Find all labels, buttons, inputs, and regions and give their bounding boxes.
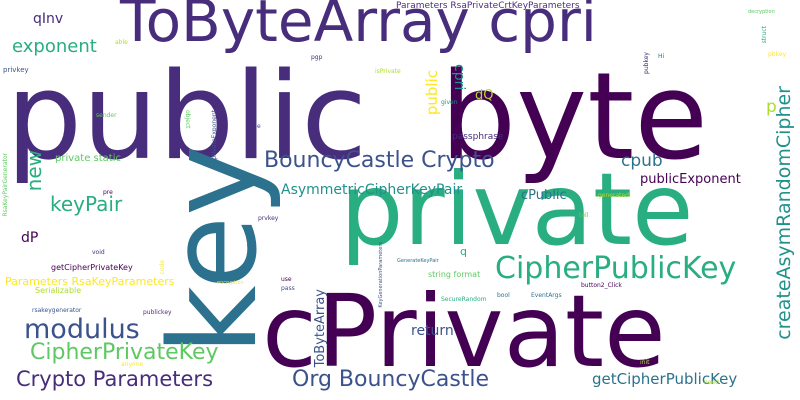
- word-bool: bool: [497, 292, 510, 299]
- word-qinv: qInv: [33, 11, 64, 27]
- word-keygenerationparameters: KeyGenerationParameters: [378, 242, 384, 308]
- word-isprivate: isPrivate: [375, 68, 401, 75]
- word-encryption: encryption: [217, 280, 244, 286]
- word-getcipherprivatekey: getCipherPrivateKey: [51, 263, 133, 272]
- word-dp: dP: [21, 230, 39, 246]
- word-cpub: cpub: [621, 151, 663, 171]
- word-rsakeygenerator: rsakeygenerator: [32, 307, 82, 314]
- word-void: void: [92, 249, 105, 256]
- word-rsakeypairgenerator: RsaKeyPairGenerator: [2, 153, 9, 217]
- word-private: private: [340, 151, 694, 268]
- word-getcipherpublickey: getCipherPublicKey: [592, 370, 738, 388]
- word-prvkey: prvkey: [258, 215, 279, 222]
- word-hi: Hi: [658, 53, 665, 60]
- word-q: q: [460, 245, 467, 258]
- word-securerandom: SecureRandom: [441, 296, 487, 303]
- word-able: able: [115, 39, 128, 46]
- word-need: need: [704, 379, 719, 386]
- word-tell: tell: [579, 212, 589, 219]
- word-generated: generated: [598, 192, 629, 199]
- word-cipherprivatekey: CipherPrivateKey: [30, 340, 219, 365]
- word-return: return: [411, 323, 454, 339]
- word-generatekeypair: GenerateKeyPair: [397, 258, 439, 264]
- word-button2-click: button2_Click: [581, 282, 622, 289]
- word-asymmetriccipherkeypair: AsymmetricCipherKeyPair: [281, 182, 463, 198]
- word-tobytearray: ToByteArray: [313, 289, 328, 368]
- word-tobytearray-cpri: ToByteArray cpri: [120, 0, 597, 55]
- word-decryption: decryption: [748, 9, 775, 15]
- word-exponent: exponent: [12, 36, 97, 57]
- word-new: new: [22, 150, 46, 192]
- word-crypto-parameters: Crypto Parameters: [16, 367, 214, 391]
- word-struct: struct: [761, 26, 768, 44]
- word-eventargs: EventArgs: [531, 292, 562, 299]
- word-pubkey: pubkey: [643, 52, 650, 74]
- word-parameters-rsaprivatecrtkeyparameters: Parameters RsaPrivateCrtKeyParameters: [396, 1, 580, 11]
- word-public-vertical: public: [423, 70, 441, 116]
- word-parameters-rsakeyparameters: Parameters RsaKeyParameters: [5, 275, 175, 288]
- word-code: code: [159, 260, 166, 275]
- word-object: object: [184, 110, 191, 129]
- word-cipherpublickey: CipherPublicKey: [495, 251, 737, 286]
- word-keypair: keyPair: [50, 192, 123, 216]
- word-pass: pass: [281, 285, 295, 292]
- word-use: use: [281, 276, 292, 283]
- word-init: init: [640, 359, 650, 366]
- word-given: given: [441, 99, 458, 106]
- word-pgp: pgp: [311, 54, 323, 61]
- word-byte: byte: [440, 48, 709, 187]
- word-pbkey: pbkey: [768, 51, 787, 58]
- word-org-bouncycastle: Org BouncyCastle: [292, 367, 490, 392]
- word-publicexponent: publicExponent: [640, 172, 741, 187]
- word-public: public: [6, 48, 368, 187]
- word-passphrase: passphrase: [452, 132, 504, 142]
- word-cPrivate: cPrivate: [262, 273, 666, 390]
- word-privateexponent: privateExponent: [211, 110, 218, 160]
- word-pre: pre: [103, 189, 113, 196]
- word-serializable: Serializable: [35, 286, 82, 295]
- word-key: key: [145, 144, 284, 355]
- word-createasymrandomcipher: createAsymRandomCipher: [773, 86, 795, 340]
- word-modulus: modulus: [24, 314, 140, 345]
- word-p: p: [766, 97, 777, 117]
- word-string-format: string format: [428, 270, 481, 279]
- word-private-static: private static: [55, 153, 121, 164]
- word-bouncycastle-crypto: BouncyCastle Crypto: [264, 148, 495, 173]
- word-cpublic: cPublic: [521, 188, 567, 203]
- word-anyone: anyone: [121, 361, 144, 368]
- word-privkey: privkey: [3, 66, 29, 74]
- word-e: e: [257, 123, 261, 130]
- word-sender: sender: [96, 112, 117, 119]
- word-dq: dQ: [475, 88, 494, 103]
- word-cpri: cpri: [451, 64, 467, 91]
- word-publickey: publickey: [143, 309, 172, 316]
